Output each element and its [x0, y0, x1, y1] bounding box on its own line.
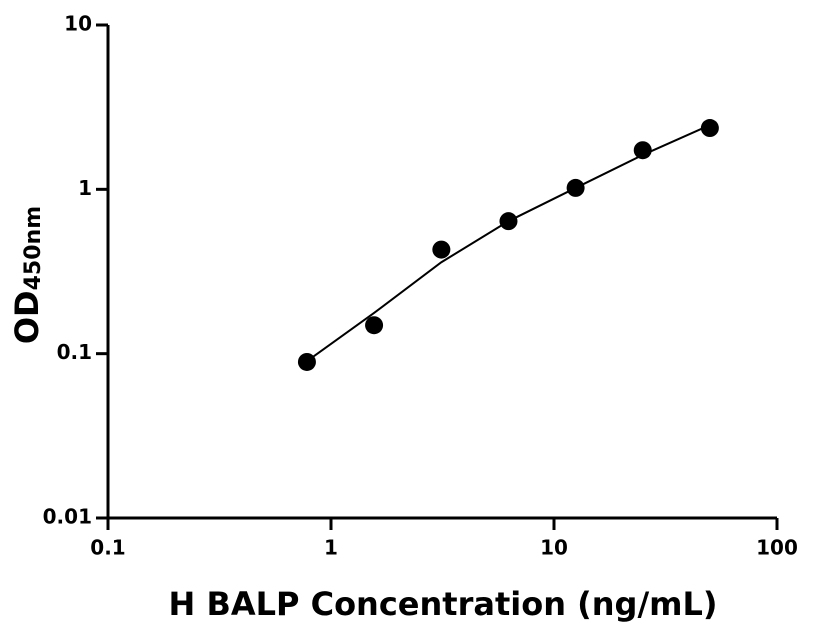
fit-curve — [306, 124, 711, 362]
y-tick-label: 10 — [64, 12, 92, 36]
y-tick-label: 1 — [78, 176, 92, 200]
data-point — [633, 141, 652, 160]
x-tick-label: 0.1 — [90, 536, 125, 560]
x-axis-title: H BALP Concentration (ng/mL) — [169, 585, 718, 623]
data-point — [365, 316, 384, 335]
y-tick-label: 0.1 — [57, 340, 92, 364]
x-tick-label: 100 — [756, 536, 798, 560]
x-tick-label: 1 — [324, 536, 338, 560]
y-axis-title-main: OD — [8, 290, 46, 344]
data-point — [432, 240, 451, 259]
y-tick-label: 0.01 — [43, 505, 92, 529]
y-axis-title: OD450nm — [8, 206, 46, 344]
y-axis-title-sub: 450nm — [21, 206, 46, 291]
x-tick-label: 10 — [540, 536, 568, 560]
data-point — [700, 119, 719, 138]
